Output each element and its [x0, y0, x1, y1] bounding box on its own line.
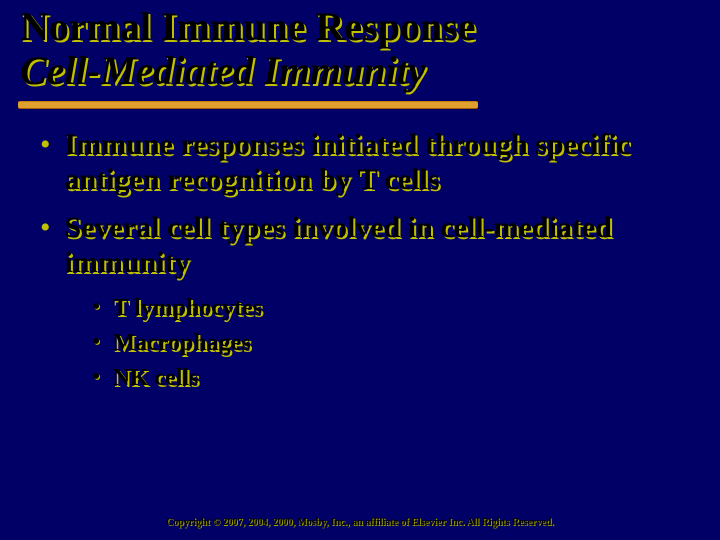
sub-bullet-list: • T lymphocytes • Macrophages • NK cells — [40, 294, 690, 392]
slide: Normal Immune Response Cell-Mediated Imm… — [0, 0, 720, 540]
bullet-icon: • — [92, 364, 100, 392]
bullet-text: Several cell types involved in cell-medi… — [65, 211, 690, 280]
title-block: Normal Immune Response Cell-Mediated Imm… — [0, 0, 720, 92]
bullet-icon: • — [40, 128, 51, 161]
sub-bullet-item: • Macrophages — [92, 329, 690, 358]
sub-bullet-item: • T lymphocytes — [92, 294, 690, 323]
content-area: • Immune responses initiated through spe… — [0, 108, 720, 392]
sub-bullet-text: Macrophages — [112, 329, 250, 358]
sub-bullet-item: • NK cells — [92, 364, 690, 393]
sub-bullet-text: NK cells — [112, 364, 198, 393]
bullet-icon: • — [92, 329, 100, 357]
title-line-1: Normal Immune Response — [20, 6, 700, 48]
bullet-icon: • — [92, 294, 100, 322]
bullet-text: Immune responses initiated through speci… — [65, 128, 690, 197]
copyright-footer: Copyright © 2007, 2004, 2000, Mosby, Inc… — [0, 517, 720, 528]
bullet-item: • Several cell types involved in cell-me… — [40, 211, 690, 280]
bullet-item: • Immune responses initiated through spe… — [40, 128, 690, 197]
bullet-icon: • — [40, 211, 51, 244]
sub-bullet-text: T lymphocytes — [112, 294, 262, 323]
title-line-2: Cell-Mediated Immunity — [20, 50, 700, 92]
